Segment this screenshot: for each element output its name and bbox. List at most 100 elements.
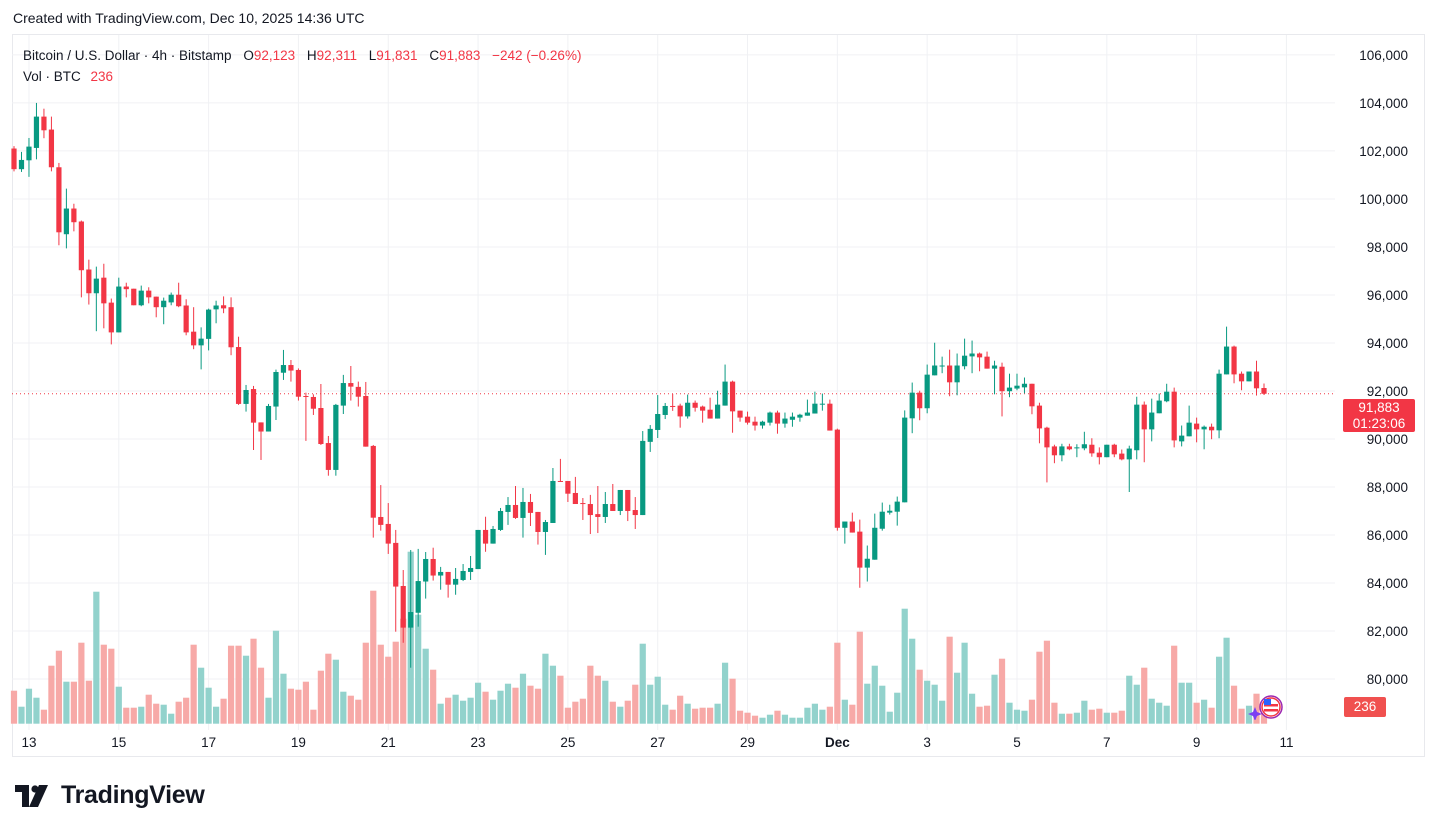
symbol-title[interactable]: Bitcoin / U.S. Dollar · 4h · Bitstamp <box>23 48 232 63</box>
candle[interactable] <box>1074 444 1080 458</box>
candle[interactable] <box>453 567 459 595</box>
candle[interactable] <box>1044 426 1050 483</box>
candle[interactable] <box>63 188 69 249</box>
candle[interactable] <box>48 116 55 172</box>
candle[interactable] <box>842 521 848 544</box>
candle[interactable] <box>729 380 736 433</box>
candle[interactable] <box>991 360 998 395</box>
candle[interactable] <box>527 493 534 526</box>
candle[interactable] <box>565 480 571 502</box>
candle[interactable] <box>947 349 953 397</box>
candle[interactable] <box>1186 405 1192 437</box>
candle[interactable] <box>752 416 758 431</box>
candle[interactable] <box>1209 423 1215 440</box>
candle[interactable] <box>812 391 818 414</box>
candle[interactable] <box>1253 360 1260 396</box>
candle[interactable] <box>1029 383 1035 415</box>
candle[interactable] <box>161 297 167 325</box>
candle[interactable] <box>640 431 646 516</box>
candle[interactable] <box>887 504 893 515</box>
candle[interactable] <box>1036 402 1043 444</box>
candle[interactable] <box>295 368 302 401</box>
candle[interactable] <box>595 486 601 534</box>
candle[interactable] <box>827 399 833 431</box>
candle[interactable] <box>655 395 661 439</box>
candle[interactable] <box>632 497 638 529</box>
candle[interactable] <box>670 393 676 411</box>
candle[interactable] <box>819 393 825 411</box>
candle[interactable] <box>475 529 481 570</box>
candle[interactable] <box>864 545 870 582</box>
candle[interactable] <box>86 259 92 305</box>
candle[interactable] <box>1231 345 1237 384</box>
candle[interactable] <box>213 300 219 324</box>
candle[interactable] <box>617 489 623 516</box>
candle[interactable] <box>602 492 608 523</box>
candle[interactable] <box>1156 393 1162 414</box>
candle[interactable] <box>482 516 489 552</box>
candle[interactable] <box>1194 417 1200 443</box>
candle[interactable] <box>894 496 900 526</box>
candle[interactable] <box>33 102 40 160</box>
candle[interactable] <box>984 351 990 369</box>
candle[interactable] <box>363 381 369 447</box>
candle[interactable] <box>393 529 399 632</box>
candle[interactable] <box>415 548 421 627</box>
candle[interactable] <box>78 220 84 298</box>
candle[interactable] <box>168 292 174 306</box>
candle[interactable] <box>1201 425 1207 450</box>
candle[interactable] <box>153 296 159 318</box>
candle[interactable] <box>902 410 908 503</box>
candle[interactable] <box>662 402 668 420</box>
candle[interactable] <box>310 394 316 415</box>
candle[interactable] <box>303 392 309 441</box>
candle[interactable] <box>71 203 77 232</box>
candle[interactable] <box>1141 401 1147 463</box>
candle[interactable] <box>1089 438 1095 457</box>
candle[interactable] <box>1104 444 1110 458</box>
candle[interactable] <box>857 519 863 588</box>
candle[interactable] <box>932 342 938 376</box>
candle[interactable] <box>1021 377 1028 394</box>
candle[interactable] <box>1179 425 1185 447</box>
candle[interactable] <box>400 570 406 643</box>
candle[interactable] <box>101 263 107 329</box>
candle[interactable] <box>288 359 294 382</box>
us-flag-economic-event-icon[interactable] <box>1243 694 1285 720</box>
candle[interactable] <box>123 282 129 298</box>
candle[interactable] <box>804 399 811 416</box>
candle[interactable] <box>625 489 631 522</box>
candle[interactable] <box>707 397 713 419</box>
candle[interactable] <box>340 374 346 415</box>
candle[interactable] <box>692 400 698 412</box>
candle[interactable] <box>961 338 968 370</box>
candle[interactable] <box>116 277 122 333</box>
volume-label[interactable]: Vol · BTC <box>23 69 81 84</box>
candle[interactable] <box>1238 371 1245 391</box>
candle[interactable] <box>1111 443 1117 458</box>
candle[interactable] <box>1066 443 1072 451</box>
candle[interactable] <box>789 412 796 427</box>
candle[interactable] <box>191 307 197 350</box>
candle[interactable] <box>557 458 564 482</box>
candle[interactable] <box>438 566 444 590</box>
candle[interactable] <box>318 384 324 445</box>
candle[interactable] <box>423 552 429 599</box>
candle[interactable] <box>1149 398 1155 442</box>
candle[interactable] <box>26 137 32 177</box>
candle[interactable] <box>370 444 376 538</box>
candle[interactable] <box>206 308 212 351</box>
candle[interactable] <box>273 369 279 421</box>
candle[interactable] <box>183 299 189 336</box>
candle[interactable] <box>176 282 182 308</box>
candle[interactable] <box>976 352 983 372</box>
candle[interactable] <box>1014 373 1020 391</box>
candle[interactable] <box>1006 373 1013 398</box>
candle[interactable] <box>1126 445 1132 493</box>
candle[interactable] <box>917 390 923 421</box>
candle[interactable] <box>647 425 653 452</box>
candle[interactable] <box>138 285 144 307</box>
candle[interactable] <box>1059 443 1065 462</box>
candle[interactable] <box>782 412 788 428</box>
candle[interactable] <box>505 497 511 525</box>
